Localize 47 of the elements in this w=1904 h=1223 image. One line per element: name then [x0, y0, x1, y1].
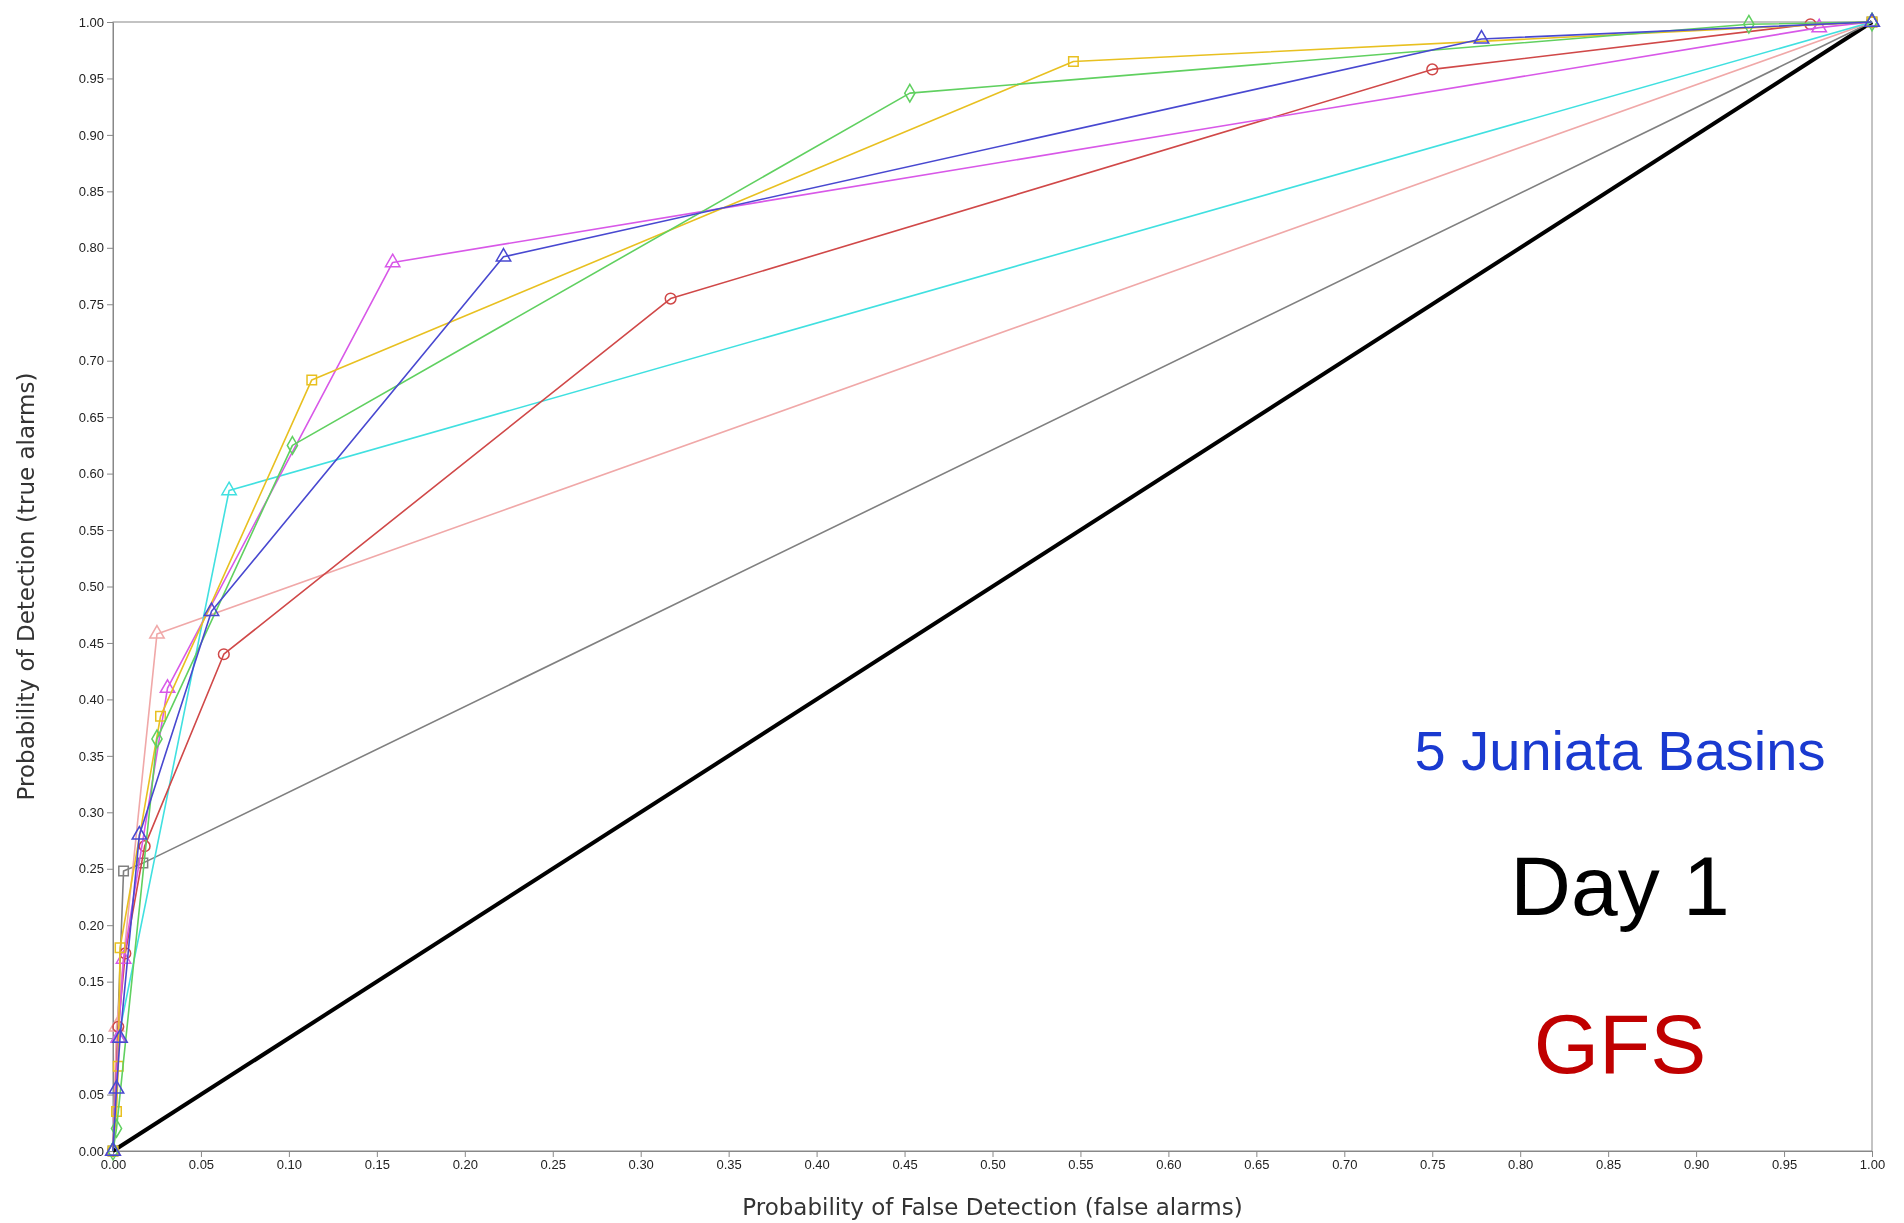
x-tick-label: 0.25 [540, 1157, 566, 1173]
x-tick-label: 0.90 [1683, 1157, 1710, 1173]
y-tick-label: 0.00 [78, 1143, 104, 1159]
y-tick-label: 0.70 [78, 353, 104, 369]
x-tick-label: 1.00 [1859, 1157, 1886, 1173]
x-axis-title: Probability of False Detection (false alarms) [742, 1194, 1243, 1220]
y-tick-label: 0.25 [78, 861, 104, 877]
annotation: Day 1 [1510, 839, 1730, 933]
x-tick-label: 0.95 [1771, 1157, 1798, 1173]
y-tick-label: 0.40 [78, 692, 104, 708]
x-tick-label: 0.80 [1508, 1157, 1534, 1173]
y-tick-label: 0.05 [78, 1087, 104, 1103]
y-tick-label: 0.35 [78, 748, 104, 764]
y-tick-label: 0.60 [78, 466, 104, 482]
x-tick-label: 0.30 [628, 1157, 654, 1173]
x-tick-label: 0.85 [1595, 1157, 1622, 1173]
x-tick-label: 0.10 [276, 1157, 303, 1173]
x-tick-label: 0.45 [892, 1157, 918, 1173]
x-tick-label: 0.55 [1068, 1157, 1094, 1173]
y-tick-label: 0.45 [78, 635, 104, 651]
x-tick-label: 0.70 [1332, 1157, 1358, 1173]
x-tick-label: 0.35 [716, 1157, 742, 1173]
y-tick-label: 0.20 [78, 917, 104, 933]
y-tick-label: 0.80 [78, 240, 104, 256]
y-tick-label: 0.90 [78, 127, 104, 143]
x-tick-label: 0.50 [980, 1157, 1006, 1173]
annotation: GFS [1533, 997, 1707, 1091]
y-tick-label: 1.00 [78, 14, 104, 30]
x-tick-label: 0.15 [364, 1157, 391, 1173]
x-tick-label: 0.00 [100, 1157, 127, 1173]
y-tick-label: 0.55 [78, 522, 104, 538]
y-tick-label: 0.30 [78, 804, 104, 820]
y-tick-label: 0.85 [78, 184, 104, 200]
y-tick-label: 0.50 [78, 579, 104, 595]
x-tick-label: 0.40 [804, 1157, 830, 1173]
x-tick-label: 0.20 [452, 1157, 478, 1173]
y-tick-label: 0.10 [78, 1030, 104, 1046]
x-tick-label: 0.75 [1420, 1157, 1446, 1173]
x-tick-label: 0.65 [1244, 1157, 1270, 1173]
x-tick-label: 0.05 [188, 1157, 215, 1173]
y-tick-label: 0.75 [78, 296, 104, 312]
y-tick-label: 0.95 [78, 71, 104, 87]
x-tick-label: 0.60 [1156, 1157, 1182, 1173]
y-tick-label: 0.15 [78, 974, 104, 990]
y-axis-title: Probability of Detection (true alarms) [13, 372, 39, 801]
y-tick-label: 0.65 [78, 409, 104, 425]
annotation: 5 Juniata Basins [1414, 719, 1826, 782]
